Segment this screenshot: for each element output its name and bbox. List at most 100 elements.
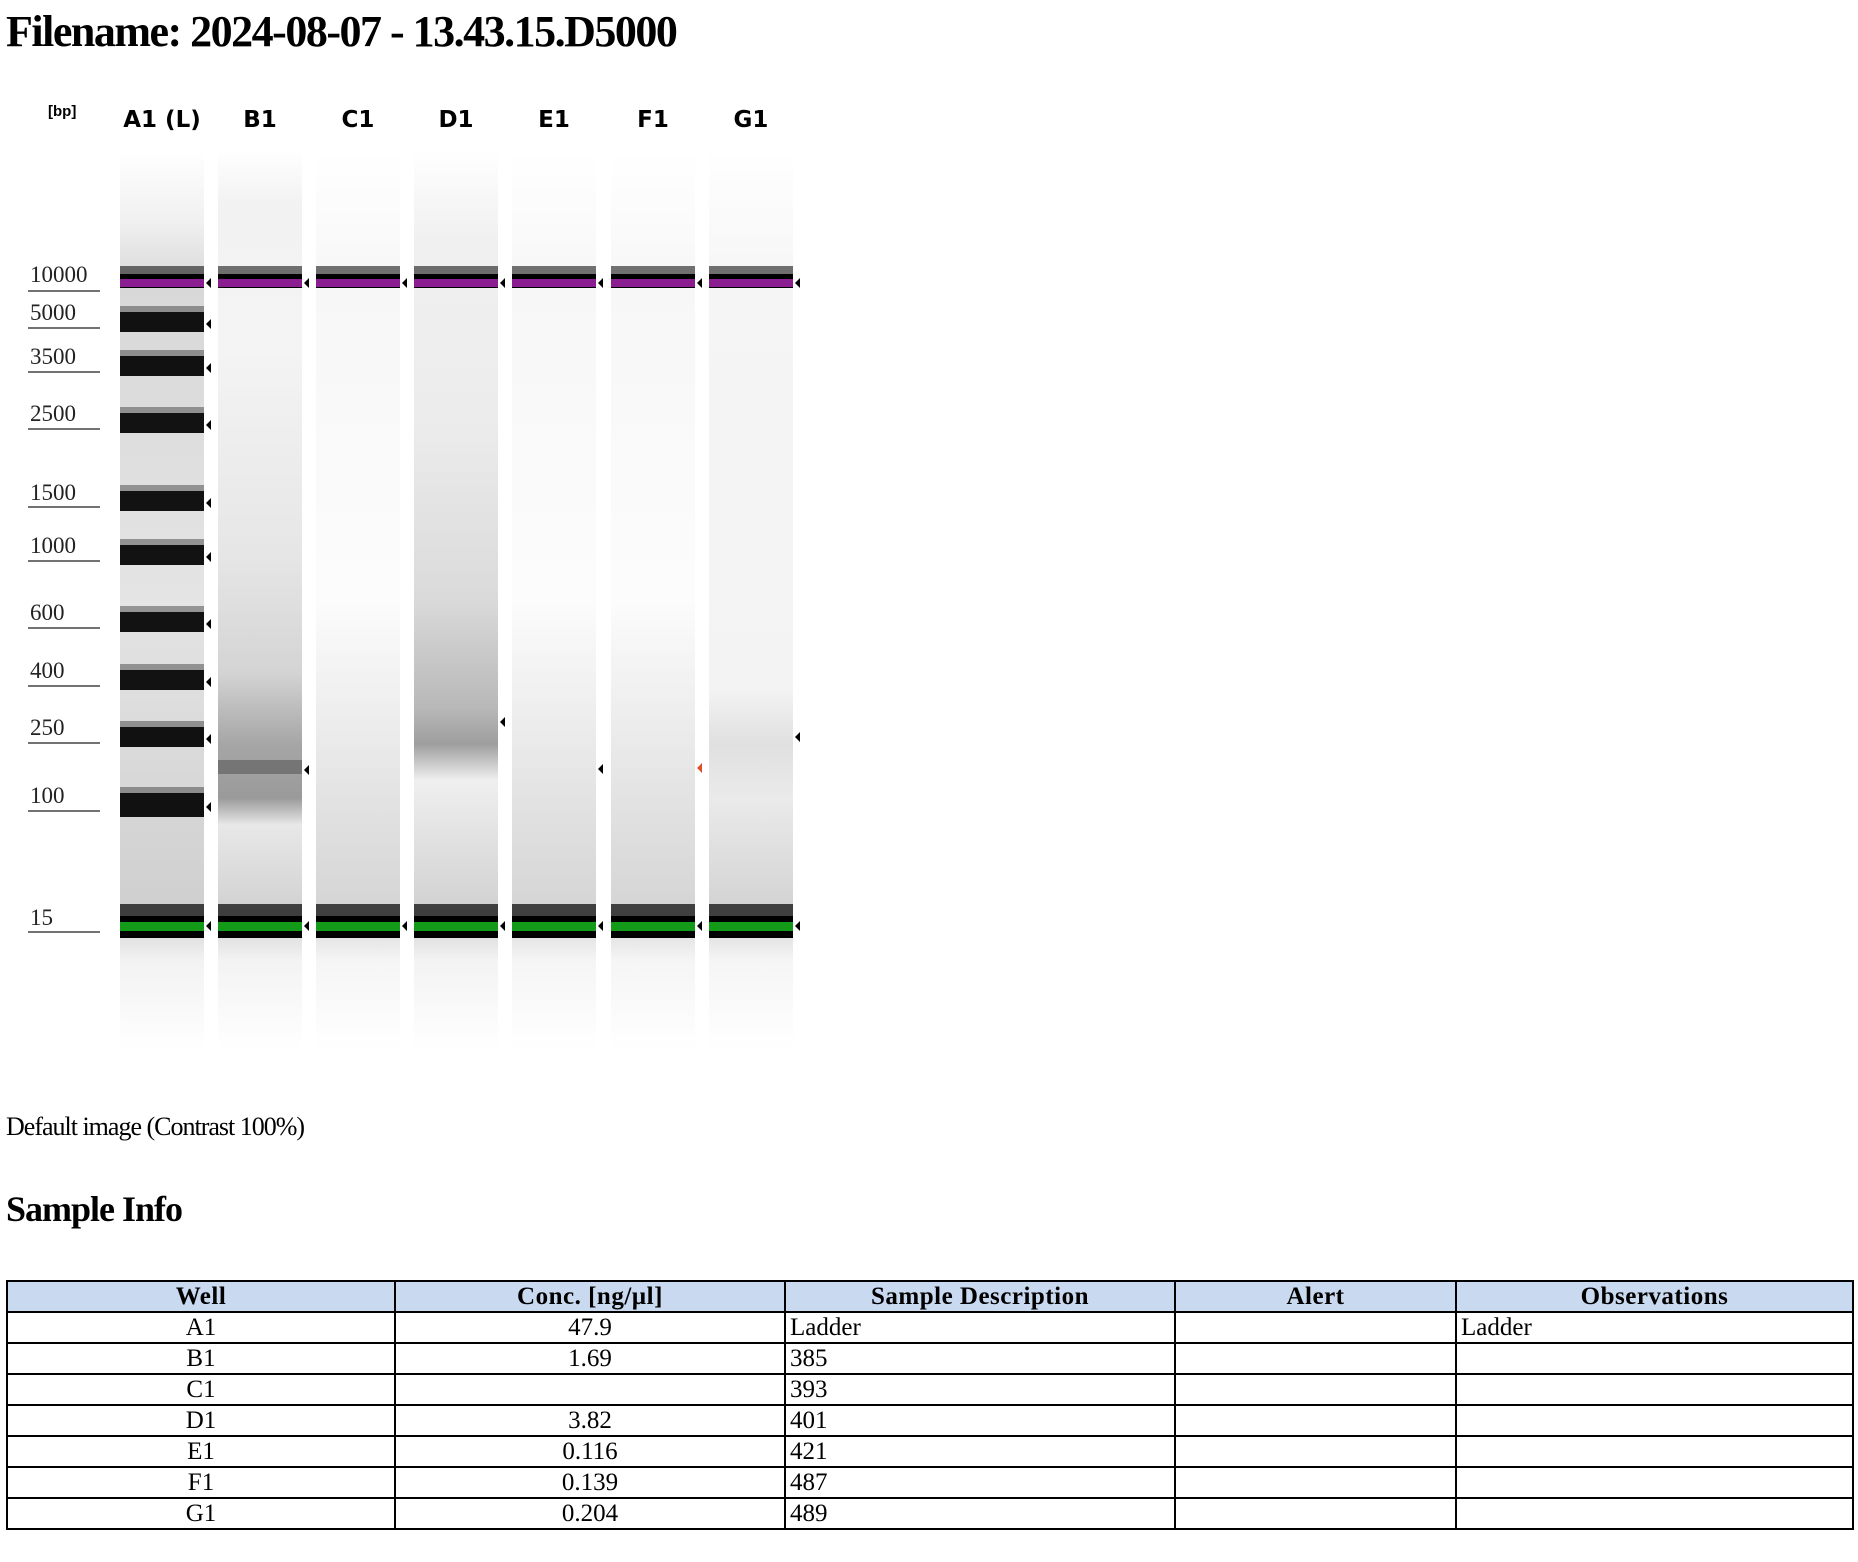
ladder-tick-label: 400 [30,658,65,683]
upper-marker [611,279,695,287]
ladder-band [120,356,204,376]
ladder-band-halo [120,787,204,793]
band-arrow [598,921,603,931]
col-conc: Conc. [ng/µl] [394,1280,786,1313]
cell-observations [1455,1404,1854,1437]
cell-description: 487 [784,1466,1176,1499]
ladder-tick-label: 2500 [30,401,76,426]
sample-info-table: Well Conc. [ng/µl] Sample Description Al… [6,1280,1854,1530]
gel-image: [bp] A1 (L) B1 C1 D1 E1 F1 G1 10000 5000 3500 2500… [0,90,820,1080]
ladder-tick-label: 5000 [30,300,76,325]
cell-conc: 0.204 [394,1497,786,1530]
lane-label: G1 [734,107,769,133]
lane-1 [120,150,204,1050]
cell-description: 489 [784,1497,1176,1530]
col-observations: Observations [1455,1280,1854,1313]
lower-marker [316,922,400,931]
ladder-band [120,670,204,690]
image-caption: Default image (Contrast 100%) [6,1112,305,1141]
col-alert: Alert [1174,1280,1457,1313]
band-arrow [598,764,603,774]
lane-label: D1 [438,107,473,133]
lane-2 [218,150,302,1050]
ladder-band-halo [120,306,204,312]
lower-marker [218,922,302,931]
band-arrow [206,319,211,329]
upper-marker [709,279,793,287]
ladder-tick-label: 600 [30,600,65,625]
upper-marker [120,279,204,287]
upper-marker [218,279,302,287]
cell-well: G1 [6,1497,396,1530]
cell-well: C1 [6,1373,396,1406]
ladder-band [120,413,204,433]
lane-label: E1 [538,107,570,133]
cell-observations [1455,1497,1854,1530]
cell-alert [1174,1342,1457,1375]
ladder-band [120,491,204,511]
cell-alert [1174,1373,1457,1406]
cell-conc: 0.139 [394,1466,786,1499]
upper-marker [414,279,498,287]
table-row: B1 1.69 385 [6,1342,1854,1375]
cell-description: 401 [784,1404,1176,1437]
ladder-tick-label: 1500 [30,480,76,505]
cell-alert [1174,1466,1457,1499]
sample-band [218,760,302,774]
band-arrow [500,278,505,288]
cell-conc: 1.69 [394,1342,786,1375]
cell-observations [1455,1435,1854,1468]
lane-label: F1 [637,107,669,133]
ladder-band [120,793,204,817]
band-arrow [304,921,309,931]
band-arrow [206,552,211,562]
band-arrow [304,278,309,288]
cell-description: 385 [784,1342,1176,1375]
cell-description: Ladder [784,1311,1176,1344]
cell-description: 421 [784,1435,1176,1468]
band-arrow [500,921,505,931]
lane-5 [512,150,596,1050]
lower-marker [709,922,793,931]
upper-marker [512,279,596,287]
band-arrow [402,278,407,288]
cell-well: A1 [6,1311,396,1344]
lower-marker [414,922,498,931]
band-arrow [402,921,407,931]
cell-alert [1174,1435,1457,1468]
band-arrow [206,734,211,744]
cell-conc: 47.9 [394,1311,786,1344]
lane-label: B1 [243,107,277,133]
ladder-tick-label: 1000 [30,533,76,558]
lane-label: A1 (L) [123,107,201,133]
ladder-band-halo [120,721,204,727]
cell-well: F1 [6,1466,396,1499]
ladder-band-halo [120,664,204,670]
table-header-row: Well Conc. [ng/µl] Sample Description Al… [6,1280,1854,1313]
cell-alert [1174,1497,1457,1530]
cell-observations [1455,1342,1854,1375]
cell-conc: 0.116 [394,1435,786,1468]
page-title: Filename: 2024-08-07 - 13.43.15.D5000 [6,7,678,56]
ladder-tick-label: 250 [30,715,65,740]
ladder-tick-label: 100 [30,783,65,808]
cell-conc [394,1373,786,1406]
band-arrow [697,763,702,773]
table-row: C1 393 [6,1373,1854,1406]
cell-conc: 3.82 [394,1404,786,1437]
lane-6 [611,150,695,1050]
band-arrow [304,765,309,775]
cell-well: E1 [6,1435,396,1468]
lane-label: C1 [342,107,375,133]
cell-observations: Ladder [1455,1311,1854,1344]
gel-svg: [bp] A1 (L) B1 C1 D1 E1 F1 G1 10000 5000 3500 2500… [28,103,800,1050]
band-arrow [795,278,800,288]
lane-7 [709,150,793,1050]
ladder-tick-label: 3500 [30,344,76,369]
ladder-tick-label: 15 [30,905,53,930]
cell-alert [1174,1311,1457,1344]
band-arrow [598,278,603,288]
ladder-tick-label: 10000 [30,262,88,287]
cell-description: 393 [784,1373,1176,1406]
table-row: A1 47.9 Ladder Ladder [6,1311,1854,1344]
